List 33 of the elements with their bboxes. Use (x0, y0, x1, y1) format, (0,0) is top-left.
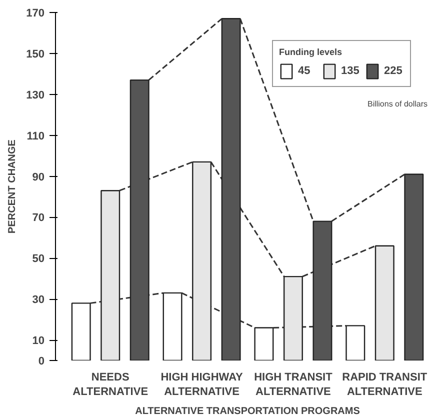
bar (254, 327, 274, 360)
legend-title: Funding levels (279, 47, 344, 57)
legend-label: 45 (298, 65, 312, 77)
y-tick-label: 130 (26, 89, 45, 102)
y-tick-label: 50 (32, 253, 45, 266)
y-tick-label: 10 (32, 335, 45, 348)
bar (346, 325, 366, 360)
y-tick-label: 30 (32, 294, 45, 306)
x-tick-label: HIGH TRANSIT ALTERNATIVE (254, 372, 333, 398)
y-tick-label: 70 (32, 212, 45, 224)
y-tick-label: 0 (38, 356, 45, 368)
bar (312, 220, 332, 360)
bar (130, 79, 150, 360)
x-axis-title: ALTERNATIVE TRANSPORTATION PROGRAMS (135, 406, 360, 417)
y-axis-title: PERCENT CHANGE (7, 139, 18, 234)
annotation: Billions of dollars (367, 100, 428, 108)
x-tick-label: HIGH HIGHWAY ALTERNATIVE (160, 372, 244, 398)
bar (374, 245, 394, 360)
bar (71, 302, 91, 360)
bar (283, 276, 303, 360)
bar (404, 174, 424, 360)
legend-label: 135 (341, 65, 360, 77)
x-tick-label: RAPID TRANSIT ALTERNATIVE (342, 372, 428, 398)
bar (100, 190, 120, 360)
bar (221, 18, 241, 360)
y-tick-label: 170 (26, 8, 45, 20)
bar (162, 292, 182, 360)
bar (192, 161, 212, 360)
legend-label: 225 (384, 65, 404, 77)
y-tick-label: 110 (26, 130, 45, 142)
x-tick-label: NEEDS ALTERNATIVE (72, 372, 148, 398)
y-tick-label: 150 (26, 48, 45, 60)
y-tick-label: 90 (32, 171, 45, 184)
